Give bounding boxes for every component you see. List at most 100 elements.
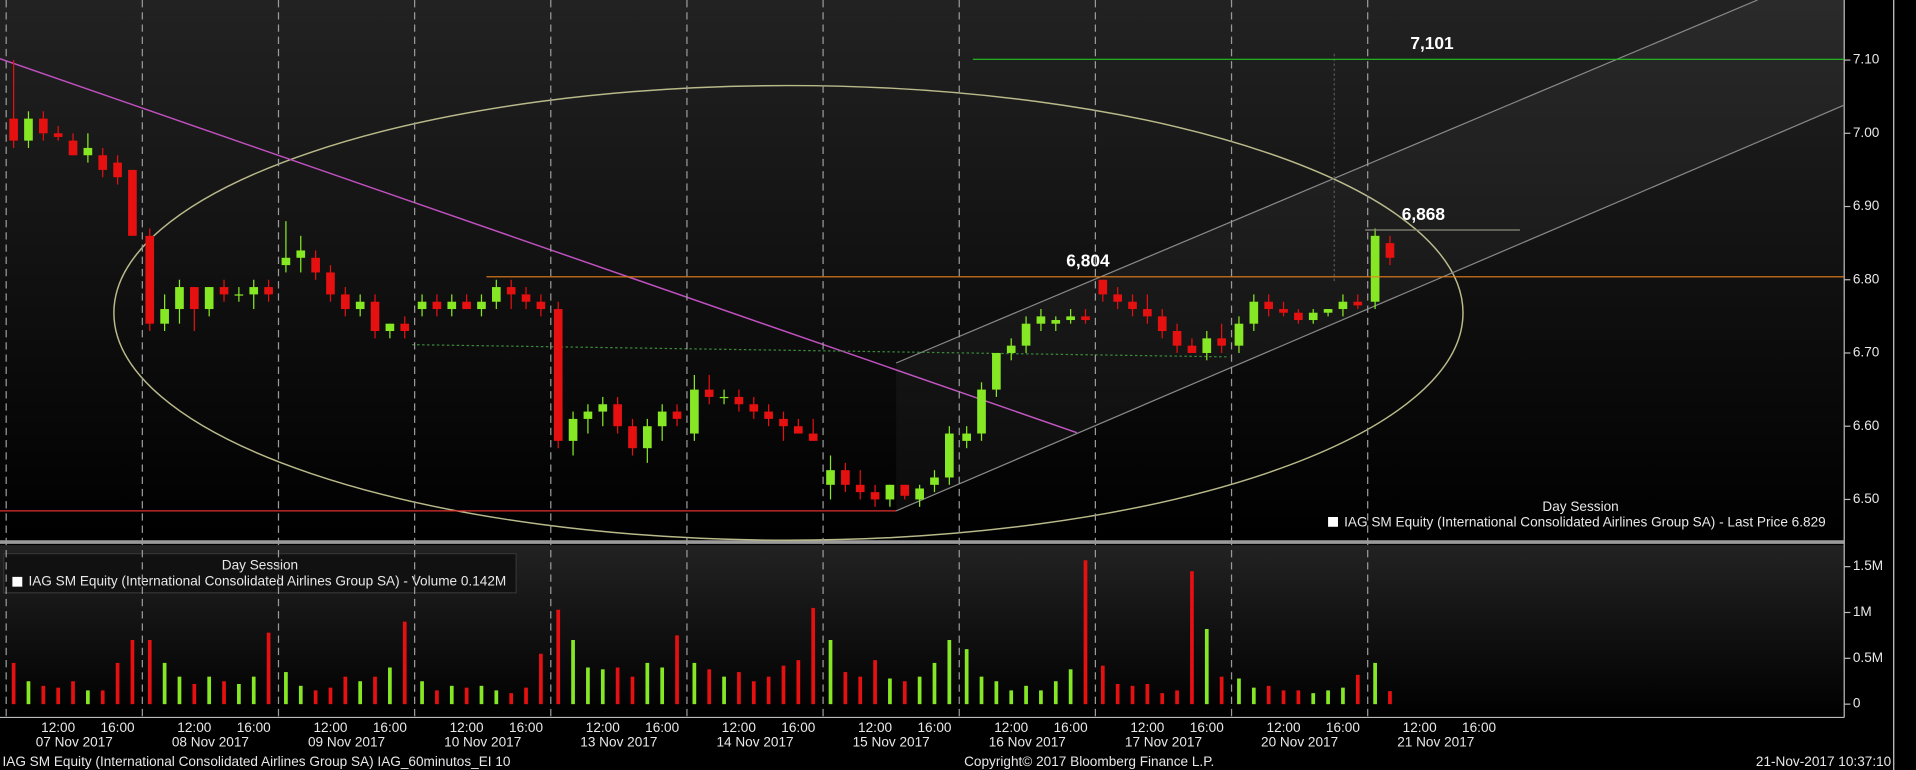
- x-tick-label: 12:00: [1130, 720, 1164, 735]
- x-tick-label: 16:00: [1462, 720, 1496, 735]
- volume-bar: [402, 621, 407, 705]
- volume-bar: [1024, 685, 1028, 705]
- candle-body: [83, 147, 93, 156]
- candle-body: [98, 155, 108, 170]
- candle-body: [68, 140, 78, 156]
- volume-bar: [237, 683, 241, 705]
- x-day-label: 09 Nov 2017: [308, 735, 385, 750]
- y-tick-label: 6.80: [1853, 271, 1879, 286]
- volume-bar: [509, 693, 514, 705]
- candle-body: [1353, 301, 1363, 306]
- volume-bar: [796, 660, 801, 705]
- y2-tick-label: 1.5M: [1853, 558, 1883, 573]
- y-tick-label: 7.10: [1853, 52, 1879, 67]
- legend-session: Day Session: [1542, 499, 1618, 514]
- candle-body: [145, 235, 155, 324]
- volume-bar: [56, 687, 61, 705]
- candle-body: [794, 426, 803, 434]
- x-tick-label: 12:00: [1403, 720, 1437, 735]
- candle-body: [9, 118, 18, 141]
- volume-bar: [222, 681, 226, 705]
- x-tick-label: 16:00: [1190, 720, 1224, 735]
- legend-text: IAG SM Equity (International Consolidate…: [28, 573, 506, 588]
- volume-bar: [86, 690, 90, 705]
- volume-bar: [1068, 669, 1073, 705]
- candle-body: [1385, 243, 1395, 258]
- x-tick-label: 16:00: [917, 720, 951, 735]
- candle-body: [1066, 316, 1075, 321]
- candle-body: [855, 484, 865, 493]
- candle-body: [189, 287, 199, 310]
- x-tick-label: 12:00: [41, 720, 75, 735]
- legend-session: Day Session: [222, 558, 298, 573]
- legend-swatch: [1328, 517, 1338, 527]
- candle-body: [506, 287, 516, 295]
- x-tick-label: 16:00: [237, 720, 271, 735]
- candle-body: [734, 396, 744, 405]
- volume-bar: [298, 685, 303, 705]
- volume-bar: [41, 685, 46, 705]
- volume-bar: [994, 681, 999, 705]
- candle-body: [1308, 312, 1318, 321]
- candle-body: [915, 488, 924, 500]
- candle-body: [355, 301, 365, 310]
- volume-bar: [1296, 690, 1301, 705]
- y2-tick-label: 0: [1853, 696, 1861, 711]
- y2-tick-label: 1M: [1853, 604, 1872, 619]
- candle-body: [1323, 309, 1333, 313]
- candle-body: [385, 323, 395, 332]
- volume-bar: [1115, 683, 1120, 705]
- candle-body: [1128, 301, 1137, 310]
- candle-body: [900, 484, 910, 496]
- x-tick-label: 12:00: [586, 720, 620, 735]
- legend-box: [3, 553, 517, 594]
- candle-body: [1279, 309, 1288, 313]
- volume-bar: [858, 676, 863, 705]
- volume-bar: [71, 681, 75, 705]
- level-label: 6,804: [1066, 251, 1110, 271]
- volume-bar: [1175, 690, 1179, 705]
- volume-bar: [902, 681, 907, 705]
- candle-body: [1370, 235, 1380, 302]
- candle-body: [642, 426, 652, 449]
- legend-swatch: [12, 576, 23, 587]
- volume-bar: [192, 683, 197, 705]
- footer-left: IAG SM Equity (International Consolidate…: [2, 754, 510, 769]
- volume-bar: [177, 676, 182, 705]
- candle-body: [1006, 345, 1016, 353]
- candle-body: [370, 301, 380, 332]
- volume-bar: [1160, 693, 1165, 705]
- volume-bar: [313, 690, 318, 705]
- volume-bar: [11, 662, 16, 705]
- volume-bar: [1009, 690, 1014, 705]
- x-tick-label: 12:00: [1267, 720, 1301, 735]
- candle-body: [160, 309, 169, 324]
- candle-body: [400, 323, 410, 332]
- candle-body: [764, 411, 773, 419]
- candle-body: [628, 426, 637, 449]
- x-day-label: 14 Nov 2017: [716, 735, 793, 750]
- x-tick-label: 16:00: [1326, 720, 1360, 735]
- candle-body: [1081, 316, 1090, 321]
- volume-bar: [162, 662, 167, 705]
- volume-bar: [1388, 691, 1392, 705]
- candle-body: [447, 301, 457, 310]
- candle-body: [977, 389, 986, 434]
- candle-body: [536, 301, 546, 310]
- volume-bar: [1204, 628, 1209, 705]
- candle-body: [1234, 323, 1244, 346]
- volume-bar: [828, 639, 833, 705]
- x-tick-label: 12:00: [313, 720, 347, 735]
- volume-bar: [147, 639, 152, 705]
- volume-bar: [494, 690, 499, 705]
- candle-body: [930, 477, 939, 485]
- y-tick-label: 6.60: [1853, 418, 1879, 433]
- candle-body: [992, 352, 1001, 390]
- level-label: 6,868: [1402, 204, 1446, 224]
- x-tick-label: 12:00: [858, 720, 892, 735]
- x-tick-label: 16:00: [373, 720, 407, 735]
- x-tick-label: 16:00: [1054, 720, 1088, 735]
- candle-body: [1202, 338, 1212, 353]
- volume-bar: [932, 662, 937, 705]
- volume-bar: [435, 690, 439, 705]
